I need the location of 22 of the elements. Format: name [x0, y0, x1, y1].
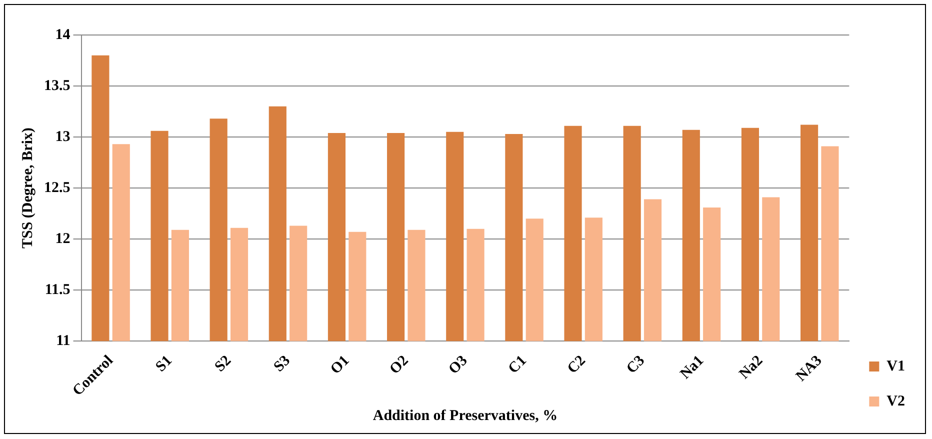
y-tick-label: 11	[56, 332, 70, 349]
y-tick-label: 11.5	[44, 282, 70, 298]
legend-label: V2	[886, 393, 906, 410]
x-tick-label: C2	[564, 352, 589, 378]
x-tick-label: O1	[328, 352, 353, 378]
x-tick-label: C3	[624, 352, 648, 378]
y-tick-label: 14	[55, 26, 71, 43]
y-axis-title: TSS (Degree, Brix)	[20, 128, 36, 249]
x-tick-label: S3	[271, 352, 294, 376]
legend-label: V1	[886, 358, 906, 374]
x-tick-label: O3	[446, 352, 471, 378]
y-tick-label: 12.5	[44, 180, 70, 196]
y-tick-label: 13.5	[44, 78, 70, 94]
y-tick-label: 12	[55, 230, 70, 247]
x-tick-label: C1	[506, 352, 530, 378]
y-tick-label: 13	[55, 128, 70, 145]
x-tick-label: O2	[386, 352, 412, 378]
x-tick-label: Na2	[736, 352, 766, 382]
x-tick-label: Na1	[677, 352, 708, 382]
x-tick-label: S2	[212, 352, 234, 376]
x-tick-label: S1	[152, 352, 176, 376]
x-axis-title: Addition of Preservatives, %	[372, 408, 558, 424]
